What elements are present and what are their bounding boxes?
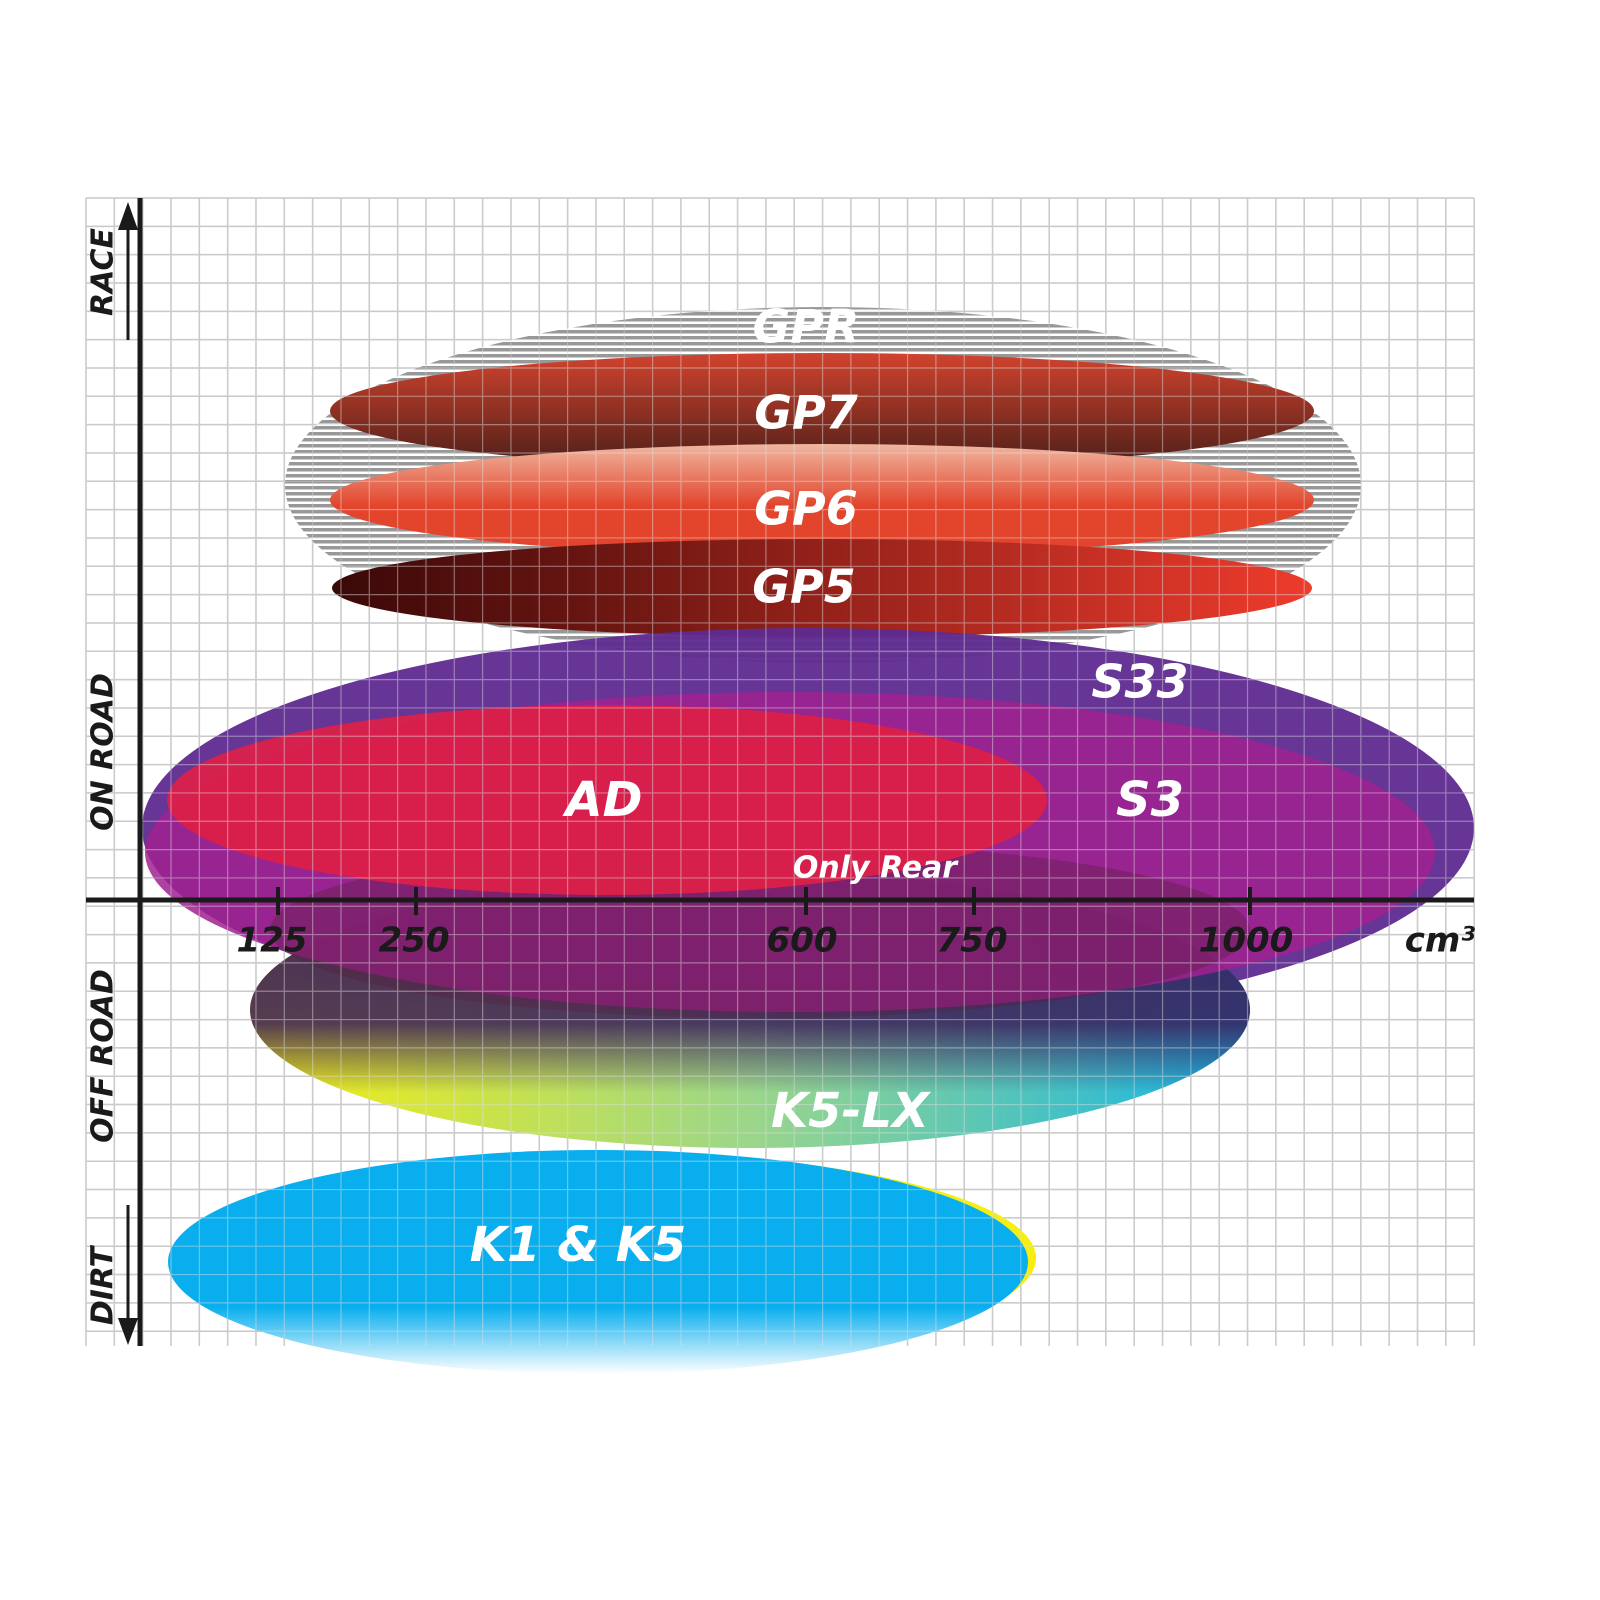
only-rear-label: Only Rear [793, 851, 959, 886]
y-axis-labels: RACE ON ROAD OFF ROAD DIRT [86, 228, 121, 1326]
ad-ellipse [167, 705, 1047, 895]
off-road-label: OFF ROAD [86, 969, 121, 1143]
gpr-label: GPR [753, 300, 860, 354]
race-label: RACE [86, 228, 121, 316]
gp7-label: GP7 [754, 386, 857, 440]
up-arrow-icon [118, 202, 138, 230]
axes [86, 198, 1474, 1346]
product-labels: GPR GP7 GP6 GP5 S33 AD S3 Only Rear K5-L… [470, 300, 1189, 1274]
gp6-ellipse [330, 444, 1314, 556]
on-road-label: ON ROAD [86, 673, 121, 831]
tick-label: 250 [379, 921, 450, 961]
gp5-ellipse [332, 539, 1312, 637]
tick-label: 125 [237, 921, 308, 961]
gp5-label: GP5 [752, 560, 855, 614]
k5lx-label: K5-LX [771, 1083, 931, 1139]
grid-overlay [85, 197, 1475, 1346]
tick-label: 600 [767, 921, 838, 961]
dirt-label: DIRT [86, 1244, 121, 1325]
unit-label: cm³ [1405, 921, 1476, 961]
ad-label: AD [562, 772, 643, 828]
down-arrow-icon [118, 1318, 138, 1345]
gp7-ellipse [330, 353, 1314, 469]
s3-label: S3 [1116, 772, 1184, 828]
tick-label: 750 [937, 921, 1008, 961]
k1k5-ellipse [168, 1150, 1028, 1374]
s33-label: S33 [1091, 655, 1188, 709]
tick-label: 1000 [1199, 921, 1294, 961]
gp6-label: GP6 [754, 482, 857, 536]
k1k5-label: K1 & K5 [470, 1217, 686, 1273]
product-ellipses [142, 307, 1474, 1374]
x-tick-labels: 125 250 600 750 1000 cm³ [237, 921, 1476, 961]
